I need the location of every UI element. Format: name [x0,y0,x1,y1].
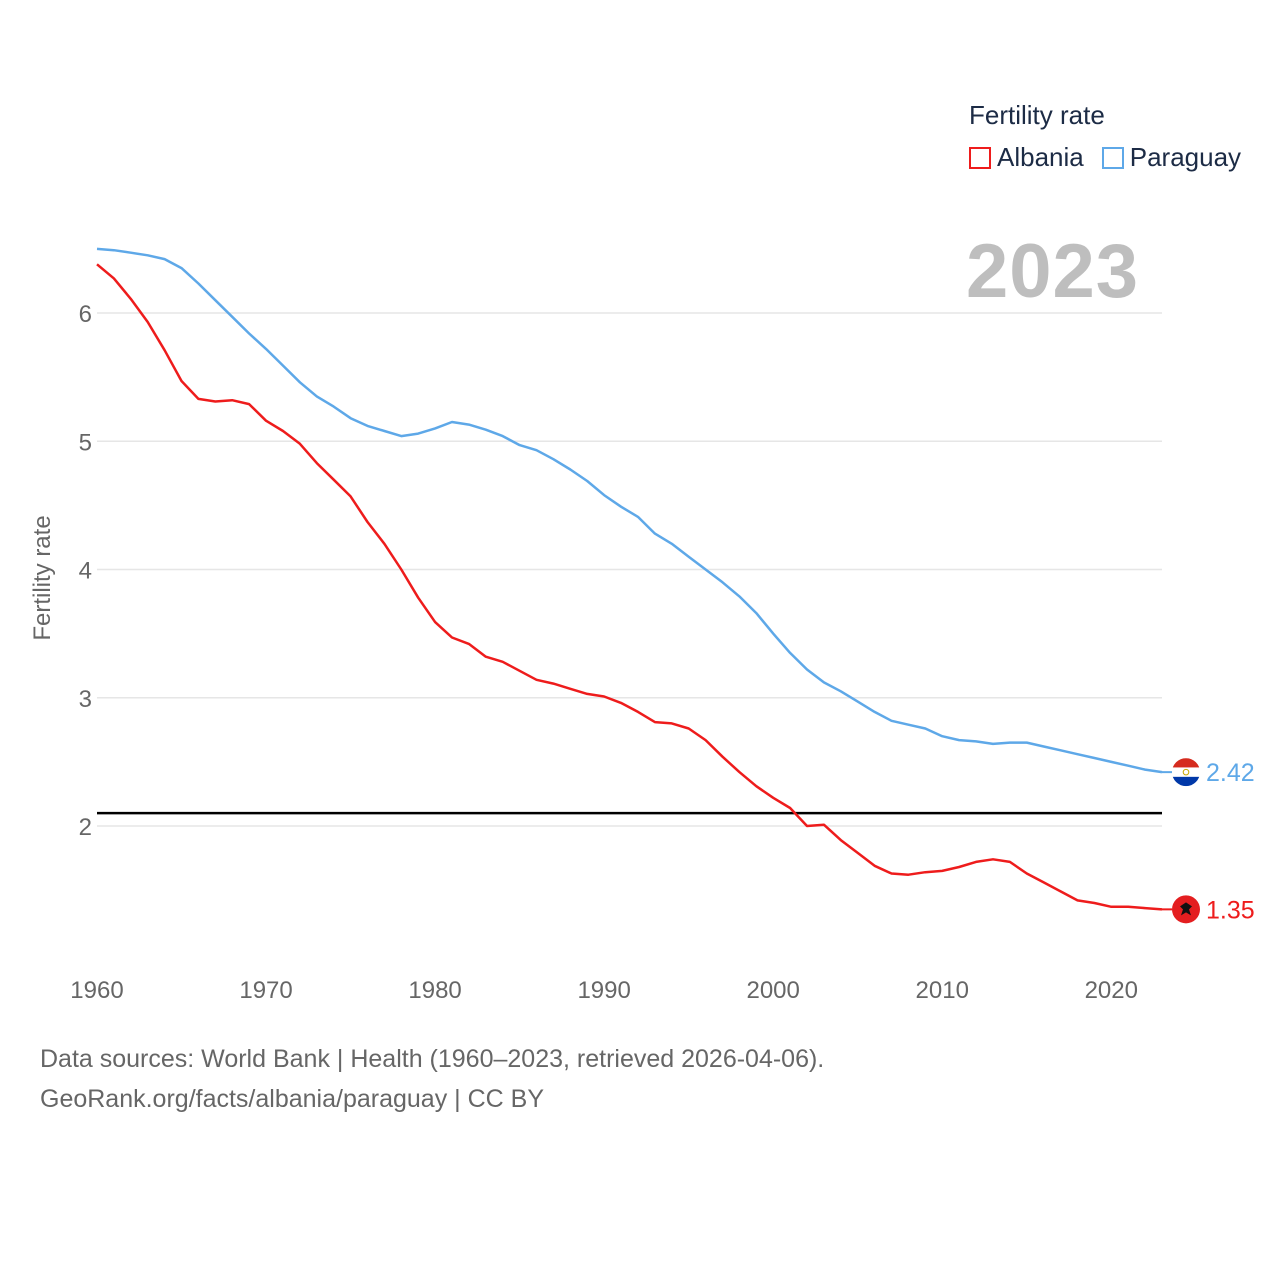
year-label: 2023 [966,229,1140,314]
y-axis-ticks: 2 3 4 5 6 [79,301,92,841]
legend-item-albania[interactable]: Albania [969,142,1084,173]
series-line-paraguay [96,247,1163,774]
end-value-label-paraguay: 2.42 [1206,759,1255,787]
legend-item-paraguay[interactable]: Paraguay [1101,142,1242,173]
y-axis-label: Fertility rate [29,515,56,641]
y-tick-label: 5 [79,429,92,456]
legend-label-paraguay: Paraguay [1129,142,1242,172]
x-tick-label: 1980 [408,977,461,1004]
y-tick-label: 4 [79,558,92,585]
x-tick-label: 1960 [70,977,123,1004]
y-tick-label: 3 [79,686,92,713]
x-tick-label: 2000 [746,977,799,1004]
series-lines [96,247,1163,911]
x-tick-label: 1990 [577,977,630,1004]
x-tick-label: 2010 [916,977,969,1004]
gridlines [97,312,1162,827]
y-tick-label: 6 [79,301,92,328]
x-tick-label: 2020 [1085,977,1138,1004]
y-tick-label: 2 [79,814,92,841]
source-link[interactable]: GeoRank.org/facts/albania/paraguay | CC … [40,1085,544,1113]
flag-icon-albania [1172,895,1200,924]
legend-swatch-paraguay [1101,146,1124,169]
flag-icon-paraguay [1172,758,1200,787]
legend-swatch-albania [969,146,991,169]
series-line-albania [96,263,1163,911]
series-end-markers: 1.35 2.42 [1162,758,1255,924]
x-tick-label: 1970 [239,977,292,1004]
legend: Albania Paraguay [969,142,1259,173]
legend-label-albania: Albania [997,142,1084,172]
end-value-label-albania: 1.35 [1206,896,1255,924]
x-axis-ticks: 1960 1970 1980 1990 2000 2010 2020 [70,977,1138,1004]
legend-title: Fertility rate [969,100,1105,130]
source-line: Data sources: World Bank | Health (1960–… [40,1045,825,1073]
